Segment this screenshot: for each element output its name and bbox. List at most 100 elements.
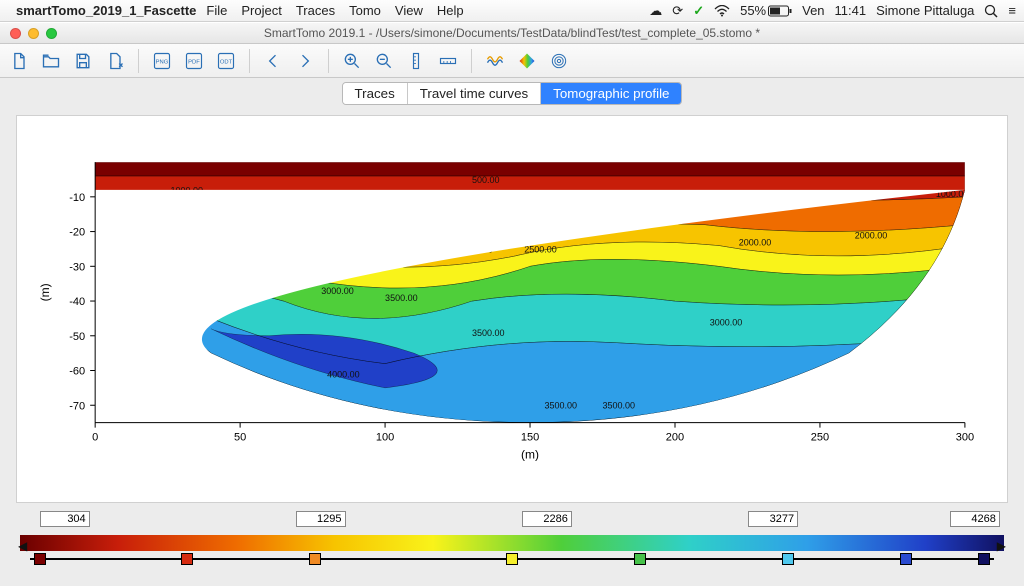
- colorscale-marker-6[interactable]: [900, 553, 912, 565]
- colorscale-marker-1[interactable]: [181, 553, 193, 565]
- tab-tomographic-profile[interactable]: Tomographic profile: [541, 83, 681, 104]
- mac-menubar: smartTomo_2019_1_Fascette File Project T…: [0, 0, 1024, 22]
- svg-text:(m): (m): [521, 448, 539, 462]
- svg-text:3500.00: 3500.00: [545, 401, 578, 411]
- back-icon[interactable]: [260, 48, 286, 74]
- color-scale-gradient[interactable]: ◀ ▶: [20, 535, 1004, 551]
- view-tabs-row: Traces Travel time curves Tomographic pr…: [0, 78, 1024, 111]
- battery-status[interactable]: 55%: [740, 3, 792, 18]
- svg-text:2500.00: 2500.00: [385, 248, 418, 258]
- tab-traces[interactable]: Traces: [343, 83, 408, 104]
- forward-icon[interactable]: [292, 48, 318, 74]
- tab-travel-time[interactable]: Travel time curves: [408, 83, 541, 104]
- svg-text:1000.00: 1000.00: [458, 199, 491, 209]
- menu-help[interactable]: Help: [437, 3, 464, 18]
- wifi-icon[interactable]: [714, 5, 730, 17]
- svg-text:-40: -40: [69, 296, 85, 308]
- color-scale-area: ◀ ▶: [0, 503, 1024, 567]
- svg-text:100: 100: [376, 432, 394, 444]
- svg-text:3000.00: 3000.00: [211, 286, 244, 296]
- ruler-vert-icon[interactable]: [403, 48, 429, 74]
- menu-project[interactable]: Project: [241, 3, 281, 18]
- view-tabs: Traces Travel time curves Tomographic pr…: [342, 82, 683, 105]
- zoom-in-icon[interactable]: [339, 48, 365, 74]
- window-close-button[interactable]: [10, 28, 21, 39]
- svg-text:3500.00: 3500.00: [892, 317, 925, 327]
- menubar-status: ☁︎ ⟳ ✓ 55% Ven 11:41 Simone Pittaluga ≡: [649, 3, 1016, 19]
- app-name[interactable]: smartTomo_2019_1_Fascette: [16, 3, 196, 18]
- palette-icon[interactable]: [514, 48, 540, 74]
- waves-icon[interactable]: [482, 48, 508, 74]
- ruler-horiz-icon[interactable]: [435, 48, 461, 74]
- window-zoom-button[interactable]: [46, 28, 57, 39]
- colorscale-marker-0[interactable]: [34, 553, 46, 565]
- shield-icon[interactable]: ✓: [693, 3, 704, 19]
- svg-text:(m): (m): [38, 283, 52, 301]
- svg-text:-70: -70: [69, 400, 85, 412]
- chart-container: 1000.00500.001000.001000.001500.001000.0…: [0, 111, 1024, 503]
- svg-text:150: 150: [521, 432, 539, 444]
- user-name[interactable]: Simone Pittaluga: [876, 3, 974, 18]
- menu-extras-icon[interactable]: ≡: [1008, 3, 1016, 18]
- colorscale-marker-2[interactable]: [309, 553, 321, 565]
- svg-text:2500.00: 2500.00: [460, 244, 493, 254]
- svg-text:3500.00: 3500.00: [385, 293, 418, 303]
- window-minimize-button[interactable]: [28, 28, 39, 39]
- menu-traces[interactable]: Traces: [296, 3, 335, 18]
- page-icon[interactable]: [102, 48, 128, 74]
- svg-text:1000.00: 1000.00: [762, 189, 795, 199]
- svg-text:0: 0: [92, 432, 98, 444]
- svg-text:2000.00: 2000.00: [855, 231, 888, 241]
- gradient-right-arrow-icon[interactable]: ▶: [997, 539, 1006, 553]
- contours-icon[interactable]: [546, 48, 572, 74]
- menu-view[interactable]: View: [395, 3, 423, 18]
- svg-text:-60: -60: [69, 366, 85, 378]
- new-file-icon[interactable]: [6, 48, 32, 74]
- tomographic-chart[interactable]: 1000.00500.001000.001000.001500.001000.0…: [16, 115, 1008, 503]
- toolbar: PNG PDF ODT: [0, 44, 1024, 78]
- svg-text:1000.00: 1000.00: [171, 185, 204, 195]
- zoom-out-icon[interactable]: [371, 48, 397, 74]
- colorscale-value-3[interactable]: [748, 511, 798, 527]
- svg-text:300: 300: [956, 432, 974, 444]
- color-scale-values: [20, 511, 1004, 531]
- menu-tomo[interactable]: Tomo: [349, 3, 381, 18]
- svg-text:3500.00: 3500.00: [472, 328, 505, 338]
- colorscale-marker-3[interactable]: [506, 553, 518, 565]
- svg-text:50: 50: [234, 432, 246, 444]
- colorscale-value-1[interactable]: [296, 511, 346, 527]
- color-scale-markers: [20, 553, 1004, 567]
- svg-text:ODT: ODT: [220, 59, 233, 65]
- colorscale-marker-4[interactable]: [634, 553, 646, 565]
- svg-text:PDF: PDF: [188, 59, 200, 65]
- svg-text:200: 200: [666, 432, 684, 444]
- svg-text:2500.00: 2500.00: [182, 262, 215, 272]
- sync-icon[interactable]: ⟳: [672, 3, 683, 19]
- svg-text:1500.00: 1500.00: [527, 206, 560, 216]
- colorscale-value-2[interactable]: [522, 511, 572, 527]
- export-odt-icon[interactable]: ODT: [213, 48, 239, 74]
- colorscale-marker-5[interactable]: [782, 553, 794, 565]
- export-png-icon[interactable]: PNG: [149, 48, 175, 74]
- gradient-left-arrow-icon[interactable]: ◀: [18, 539, 27, 553]
- colorscale-value-4[interactable]: [950, 511, 1000, 527]
- spotlight-icon[interactable]: [984, 4, 998, 18]
- cloud-icon[interactable]: ☁︎: [649, 3, 662, 19]
- svg-text:3000.00: 3000.00: [321, 286, 354, 296]
- save-icon[interactable]: [70, 48, 96, 74]
- colorscale-marker-7[interactable]: [978, 553, 990, 565]
- svg-text:2500.00: 2500.00: [524, 244, 557, 254]
- menu-file[interactable]: File: [206, 3, 227, 18]
- svg-text:-30: -30: [69, 261, 85, 273]
- window-titlebar: SmartTomo 2019.1 - /Users/simone/Documen…: [0, 22, 1024, 44]
- open-file-icon[interactable]: [38, 48, 64, 74]
- clock-day: Ven: [802, 3, 824, 18]
- export-pdf-icon[interactable]: PDF: [181, 48, 207, 74]
- svg-text:PNG: PNG: [156, 59, 169, 65]
- svg-text:2000.00: 2000.00: [205, 248, 238, 258]
- window-title: SmartTomo 2019.1 - /Users/simone/Documen…: [0, 26, 1024, 40]
- svg-text:-10: -10: [69, 192, 85, 204]
- svg-text:1500.00: 1500.00: [327, 210, 360, 220]
- svg-text:-20: -20: [69, 227, 85, 239]
- colorscale-value-0[interactable]: [40, 511, 90, 527]
